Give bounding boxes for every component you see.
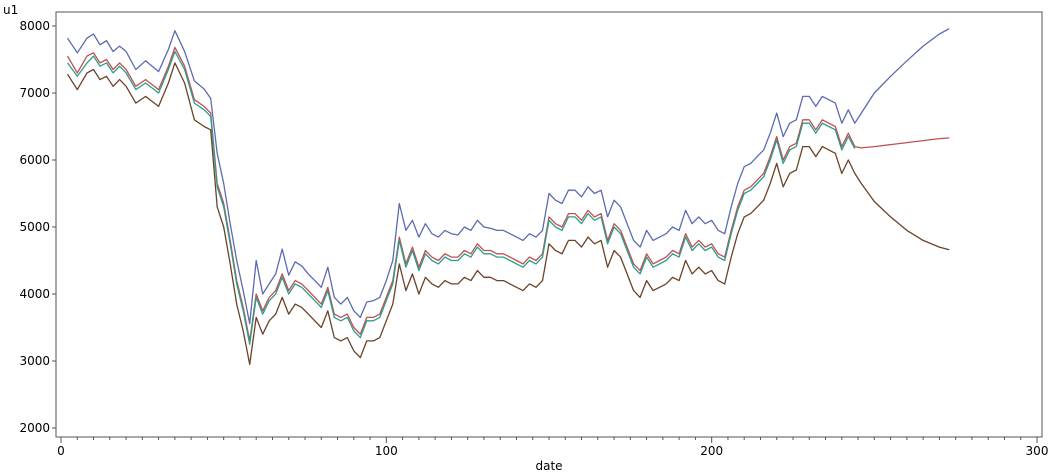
x-tick-label: 0	[57, 444, 65, 458]
plot-frame	[55, 11, 1043, 438]
x-axis-title: date	[535, 459, 562, 473]
x-tick-label: 300	[1026, 444, 1049, 458]
series-layer	[66, 28, 950, 366]
y-tick-label: 2000	[19, 421, 50, 435]
x-tick-label: 100	[375, 444, 398, 458]
y-tick-label: 8000	[19, 19, 50, 33]
y-axis-title: u1	[3, 3, 18, 17]
y-axis: 2000 3000 4000 5000 6000 7000 8000	[19, 19, 56, 435]
series-line-1	[66, 28, 950, 325]
y-tick-label: 5000	[19, 220, 50, 234]
x-axis: 0 100 200 300	[57, 437, 1048, 458]
y-tick-label: 7000	[19, 86, 50, 100]
series-line-4	[66, 62, 950, 366]
y-tick-label: 3000	[19, 354, 50, 368]
series-line-3	[66, 50, 856, 345]
y-tick-label: 6000	[19, 153, 50, 167]
x-tick-label: 200	[700, 444, 723, 458]
y-tick-label: 4000	[19, 287, 50, 301]
